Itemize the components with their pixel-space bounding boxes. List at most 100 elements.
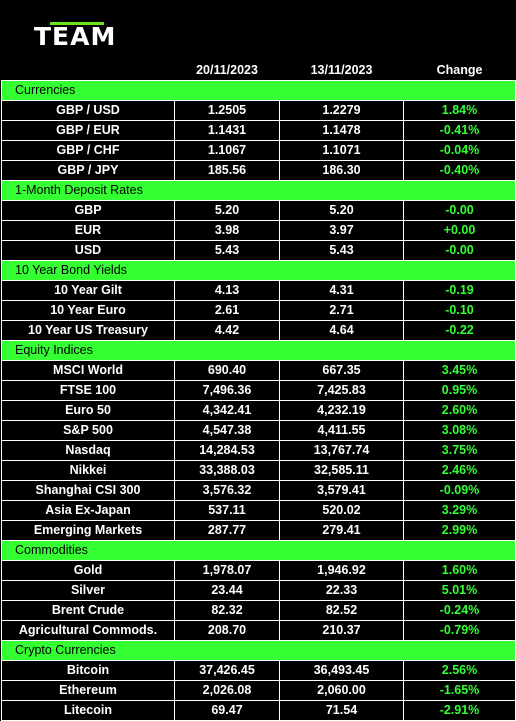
table-row: Nasdaq 14,284.53 13,767.74 3.75% [1,440,516,461]
row-value-date2: 279.41 [279,520,404,541]
row-label: Agricultural Commods. [1,620,175,641]
row-value-date2: 3.97 [279,220,404,241]
row-change: 5.01% [403,580,516,601]
row-value-date2: 32,585.11 [279,460,404,481]
row-value-date1: 2.61 [174,300,280,321]
row-label: Euro 50 [1,400,175,421]
section-title: Currencies [1,80,516,101]
row-value-date2: 5.43 [279,240,404,261]
table-row: Asia Ex-Japan 537.11 520.02 3.29% [1,500,516,521]
row-value-date1: 3.98 [174,220,280,241]
market-data-table: 20/11/2023 13/11/2023 Change Currencies G… [1,60,516,721]
row-change: 3.45% [403,360,516,381]
row-label: Emerging Markets [1,520,175,541]
row-change: -0.09% [403,480,516,501]
row-value-date1: 208.70 [174,620,280,641]
section-title: Commodities [1,540,516,561]
table-row: GBP / CHF 1.1067 1.1071 -0.04% [1,140,516,161]
row-value-date1: 7,496.36 [174,380,280,401]
row-label: USD [1,240,175,261]
row-value-date1: 4.13 [174,280,280,301]
row-change: -0.19 [403,280,516,301]
row-label: S&P 500 [1,420,175,441]
table-row: Brent Crude 82.32 82.52 -0.24% [1,600,516,621]
row-value-date1: 69.47 [174,700,280,721]
table-row: Gold 1,978.07 1,946.92 1.60% [1,560,516,581]
table-row: Nikkei 33,388.03 32,585.11 2.46% [1,460,516,481]
row-value-date2: 36,493.45 [279,660,404,681]
row-value-date1: 37,426.45 [174,660,280,681]
row-value-date2: 82.52 [279,600,404,621]
table-row: GBP / EUR 1.1431 1.1478 -0.41% [1,120,516,141]
row-value-date2: 210.37 [279,620,404,641]
section-header: Crypto Currencies [1,640,516,661]
header-change: Change [403,60,516,81]
table-row: Litecoin 69.47 71.54 -2.91% [1,700,516,721]
row-value-date2: 667.35 [279,360,404,381]
header-blank [1,60,175,81]
row-label: EUR [1,220,175,241]
row-change: 1.84% [403,100,516,121]
row-value-date1: 14,284.53 [174,440,280,461]
row-value-date1: 4,547.38 [174,420,280,441]
row-label: GBP / JPY [1,160,175,181]
row-change: -0.04% [403,140,516,161]
row-label: GBP [1,200,175,221]
row-label: Bitcoin [1,660,175,681]
row-change: 3.08% [403,420,516,441]
row-value-date1: 23.44 [174,580,280,601]
row-label: 10 Year Euro [1,300,175,321]
logo-text: TEAM [34,22,117,51]
row-value-date1: 287.77 [174,520,280,541]
row-label: Brent Crude [1,600,175,621]
row-value-date1: 33,388.03 [174,460,280,481]
row-label: Litecoin [1,700,175,721]
row-value-date1: 1.1067 [174,140,280,161]
row-change: -0.22 [403,320,516,341]
table-row: 10 Year Gilt 4.13 4.31 -0.19 [1,280,516,301]
row-value-date2: 13,767.74 [279,440,404,461]
row-label: MSCI World [1,360,175,381]
row-value-date1: 1.2505 [174,100,280,121]
row-change: -0.79% [403,620,516,641]
table-row: GBP / USD 1.2505 1.2279 1.84% [1,100,516,121]
row-change: 2.60% [403,400,516,421]
section-header: 1-Month Deposit Rates [1,180,516,201]
table-row: Shanghai CSI 300 3,576.32 3,579.41 -0.09% [1,480,516,501]
row-value-date2: 4,411.55 [279,420,404,441]
row-value-date1: 537.11 [174,500,280,521]
row-value-date2: 71.54 [279,700,404,721]
row-label: Shanghai CSI 300 [1,480,175,501]
table-row: GBP 5.20 5.20 -0.00 [1,200,516,221]
section-title: Crypto Currencies [1,640,516,661]
table-row: Ethereum 2,026.08 2,060.00 -1.65% [1,680,516,701]
row-label: Gold [1,560,175,581]
row-value-date2: 4.31 [279,280,404,301]
row-change: 3.75% [403,440,516,461]
table-row: Euro 50 4,342.41 4,232.19 2.60% [1,400,516,421]
table-row: Agricultural Commods. 208.70 210.37 -0.79% [1,620,516,641]
row-label: Silver [1,580,175,601]
row-label: Nikkei [1,460,175,481]
row-change: -0.00 [403,200,516,221]
logo-accent-bar [50,22,104,25]
table-row: Bitcoin 37,426.45 36,493.45 2.56% [1,660,516,681]
row-value-date1: 5.43 [174,240,280,261]
row-value-date2: 186.30 [279,160,404,181]
team-logo: TEAM [34,22,117,56]
section-title: Equity Indices [1,340,516,361]
row-label: Asia Ex-Japan [1,500,175,521]
row-value-date2: 7,425.83 [279,380,404,401]
table-row: Silver 23.44 22.33 5.01% [1,580,516,601]
row-change: -0.40% [403,160,516,181]
row-value-date1: 1,978.07 [174,560,280,581]
header-date2: 13/11/2023 [279,60,404,81]
row-value-date2: 22.33 [279,580,404,601]
section-header: 10 Year Bond Yields [1,260,516,281]
header-date1: 20/11/2023 [174,60,280,81]
row-change: 2.99% [403,520,516,541]
header-row: 20/11/2023 13/11/2023 Change [1,60,516,81]
section-header: Currencies [1,80,516,101]
row-change: 3.29% [403,500,516,521]
row-label: 10 Year US Treasury [1,320,175,341]
